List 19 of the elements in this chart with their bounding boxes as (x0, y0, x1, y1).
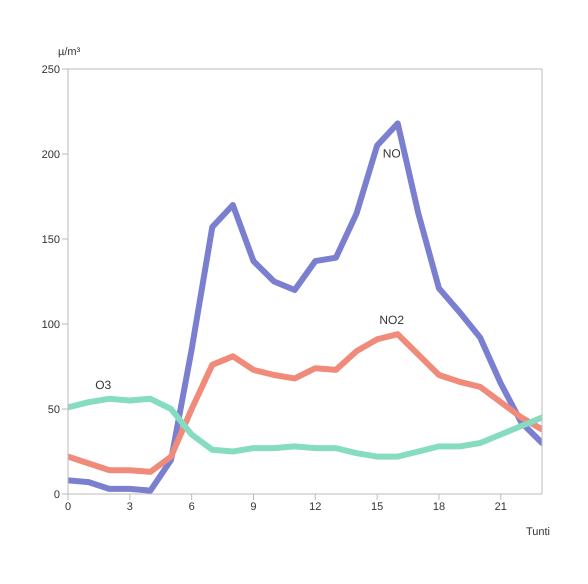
y-tick-label: 50 (48, 404, 60, 416)
x-tick-label: 15 (371, 500, 384, 513)
x-tick-label: 3 (126, 500, 133, 513)
x-tick-label: 0 (64, 500, 72, 513)
series-label: NO2 (379, 313, 404, 328)
x-axis-title: Tunti (526, 526, 550, 538)
x-tick-label: 18 (432, 500, 446, 513)
y-tick-label: 250 (42, 64, 60, 76)
x-tick-label: 9 (250, 500, 257, 513)
x-tick-label: 21 (494, 500, 507, 513)
y-axis-title: µ/m³ (58, 46, 80, 58)
series-label: O3 (95, 378, 112, 392)
x-tick-label: 12 (309, 500, 322, 513)
y-tick-label: 200 (42, 148, 60, 161)
y-tick-label: 0 (54, 488, 60, 501)
y-tick-label: 100 (42, 318, 60, 331)
series-label: NO (382, 146, 401, 160)
x-tick-label: 6 (188, 500, 195, 513)
y-tick-label: 150 (42, 234, 60, 246)
